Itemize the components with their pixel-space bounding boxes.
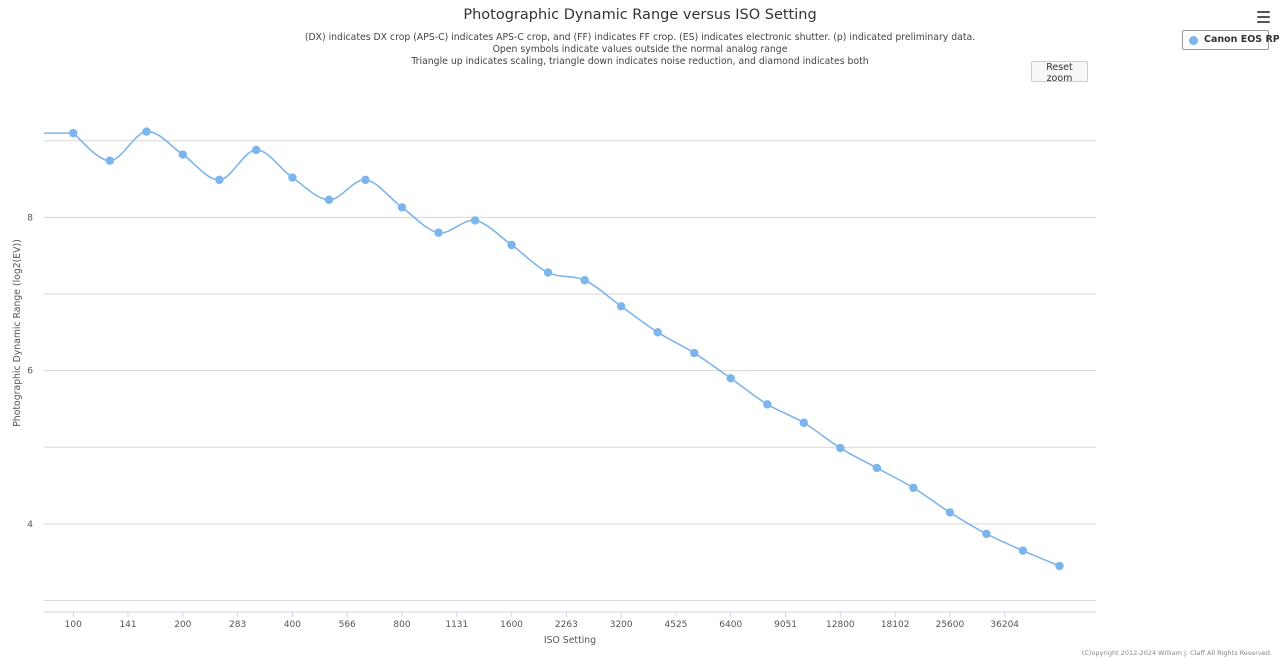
data-point-iso-3200: [616, 302, 626, 311]
legend-item-canon-eos-rp[interactable]: Canon EOS RP: [1182, 30, 1279, 50]
data-point-iso-32254: [982, 529, 991, 539]
x-tick-label-141: 141: [119, 620, 136, 630]
data-point-iso-4032: [653, 328, 662, 337]
y-axis-ticks: 4 6 8: [27, 213, 33, 529]
chart-subtitle-line-2: Open symbols indicate values outside the…: [493, 44, 788, 55]
x-tick-label-36204: 36204: [990, 620, 1019, 630]
legend-marker-icon: [1189, 36, 1198, 45]
series-markers: [69, 127, 1064, 571]
data-point-iso-126: [105, 156, 114, 165]
data-point-iso-400: [288, 173, 297, 182]
x-tick-label-9051: 9051: [774, 620, 797, 630]
copyright-credit: (C)opyright 2012-2024 William J. Claff A…: [1082, 649, 1272, 657]
data-point-iso-5080: [690, 348, 699, 358]
chart-subtitle-line-3: Triangle up indicates scaling, triangle …: [410, 56, 868, 67]
x-tick-label-800: 800: [393, 620, 410, 630]
series-line-canon-eos-rp: [44, 130, 1060, 567]
x-tick-label-12800: 12800: [826, 620, 855, 630]
data-point-iso-100: [69, 128, 78, 138]
data-point-iso-51200: [1055, 561, 1064, 571]
x-axis-ticks: 100 141 200 283 400 566 800 1131 1600 2263 3200 452…: [65, 612, 1019, 630]
data-point-iso-6400: [726, 374, 735, 383]
data-point-iso-2540: [580, 276, 589, 285]
data-point-iso-25600: [945, 508, 955, 517]
x-tick-label-566: 566: [339, 620, 356, 630]
y-axis-title: Photographic Dynamic Range (log2(EV)): [12, 239, 23, 427]
reset-zoom-button[interactable]: Reset zoom: [1031, 61, 1088, 84]
data-point-iso-20319: [909, 483, 918, 493]
data-point-iso-635: [361, 175, 370, 185]
y-tick-label-4: 4: [27, 520, 33, 530]
x-tick-label-2263: 2263: [555, 620, 578, 630]
data-point-iso-1270: [470, 216, 480, 225]
data-point-iso-40637: [1018, 546, 1028, 555]
grid-lines: [44, 140, 1096, 602]
x-tick-label-1600: 1600: [500, 620, 523, 630]
data-point-iso-1600: [507, 240, 516, 250]
chart-menu-icon[interactable]: [1254, 8, 1274, 26]
data-point-iso-10160: [799, 418, 809, 427]
data-point-iso-16127: [872, 463, 882, 473]
data-point-iso-2016: [543, 268, 553, 277]
x-tick-label-1131: 1131: [445, 620, 468, 630]
data-point-iso-1008: [434, 228, 443, 237]
x-tick-label-4525: 4525: [665, 620, 688, 630]
data-point-iso-12800: [836, 443, 845, 453]
data-point-iso-200: [178, 150, 188, 159]
x-tick-label-400: 400: [284, 620, 301, 630]
data-point-iso-8064: [763, 400, 772, 409]
chart-subtitle-line-1: (DX) indicates DX crop (APS-C) indicates…: [305, 32, 975, 43]
x-tick-label-3200: 3200: [610, 620, 633, 630]
data-point-iso-800: [397, 203, 407, 212]
data-point-iso-318: [251, 145, 261, 155]
chart-title: Photographic Dynamic Range versus ISO Se…: [463, 7, 816, 23]
y-tick-label-8: 8: [27, 213, 33, 223]
y-tick-label-6: 6: [27, 367, 33, 377]
legend-label: Canon EOS RP: [1204, 34, 1279, 45]
data-point-iso-504: [324, 195, 334, 204]
data-point-iso-159: [142, 127, 151, 136]
x-tick-label-283: 283: [229, 620, 246, 630]
x-tick-label-200: 200: [174, 620, 191, 630]
x-tick-label-25600: 25600: [936, 620, 965, 630]
x-axis-title: ISO Setting: [544, 635, 596, 646]
x-tick-label-6400: 6400: [719, 620, 742, 630]
data-point-iso-252: [215, 175, 224, 185]
x-tick-label-100: 100: [65, 620, 82, 630]
x-tick-label-18102: 18102: [881, 620, 910, 630]
